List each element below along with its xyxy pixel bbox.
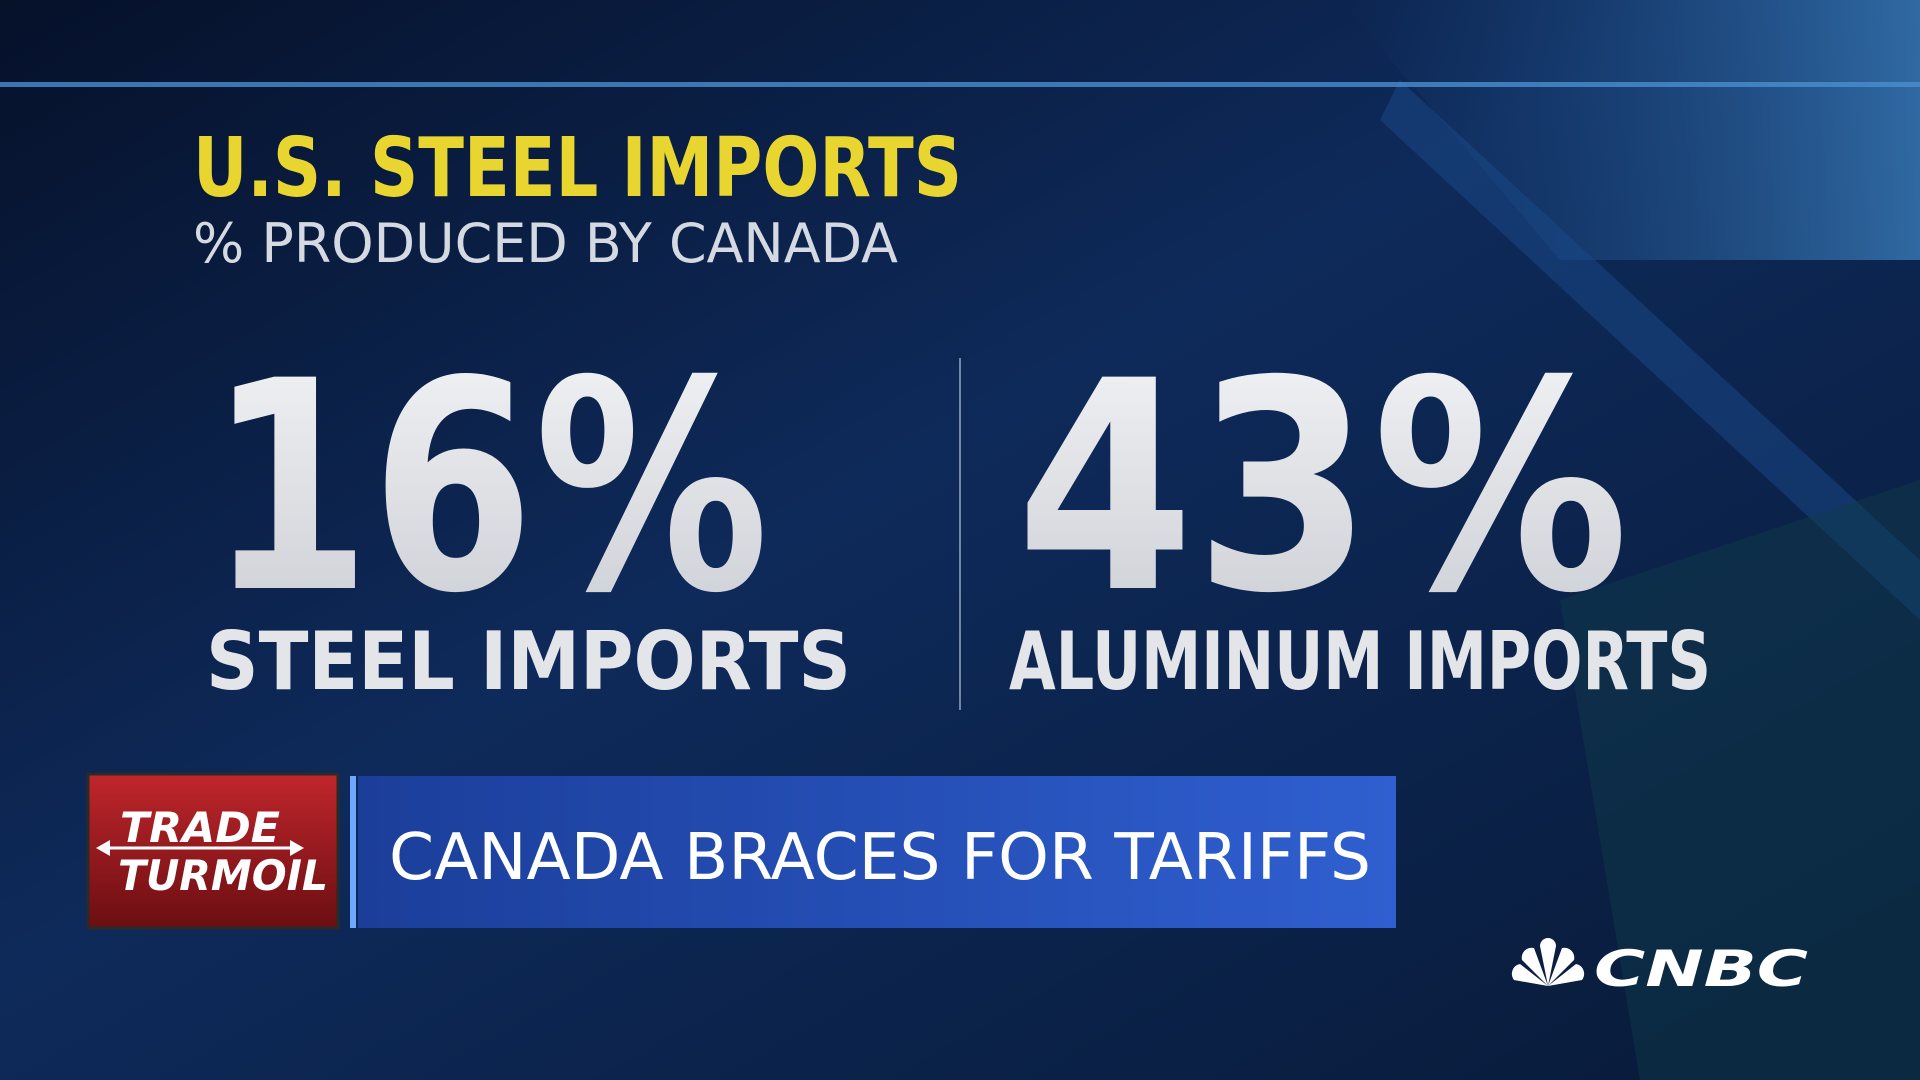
stat-figure: 16% <box>208 320 769 657</box>
background-stripe <box>1380 80 1920 620</box>
stat-figure: 43% <box>1016 320 1629 657</box>
tag-bottom: TURMOIL <box>118 851 328 900</box>
peacock <box>1511 938 1585 986</box>
background-glow <box>1560 480 1920 1080</box>
subtitle: % PRODUCED BY CANADA <box>193 212 898 275</box>
title: U.S. STEEL IMPORTS <box>193 121 962 216</box>
banner <box>358 776 1396 928</box>
tag-top: TRADE <box>120 803 280 852</box>
stat-label: STEEL IMPORTS <box>206 615 851 708</box>
stat-label: ALUMINUM IMPORTS <box>1009 615 1711 708</box>
headline: CANADA BRACES FOR TARIFFS <box>389 821 1371 895</box>
banner-accent <box>350 776 356 928</box>
network-logo: CNBC <box>1511 938 1808 998</box>
tag-arrowhead <box>96 840 110 856</box>
network-name: CNBC <box>1594 940 1808 998</box>
background-panel <box>1340 0 1920 260</box>
tag-arrowhead <box>290 840 304 856</box>
top-rule <box>0 82 1920 87</box>
